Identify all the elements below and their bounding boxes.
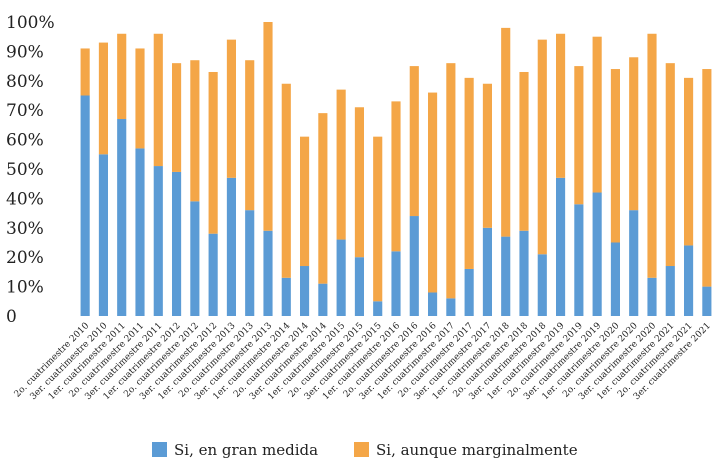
bar-segment-gran-medida — [117, 119, 127, 317]
bar-segment-gran-medida — [464, 268, 474, 316]
bar-segment-gran-medida — [501, 236, 511, 316]
bar-segment-marginalmente — [318, 113, 328, 284]
bar-segment-marginalmente — [208, 71, 218, 234]
bar-segment-marginalmente — [172, 63, 182, 172]
bar-segment-gran-medida — [519, 230, 529, 316]
bar-segment-gran-medida — [446, 298, 456, 316]
bar-segment-marginalmente — [574, 66, 584, 205]
legend-label-marginalmente: Si, aunque marginalmente — [376, 441, 578, 459]
axis-layer: 0 10% 20% 30% 40% 50% 60% 70% 80% 90% 100% — [6, 13, 55, 327]
bar-segment-marginalmente — [336, 89, 346, 240]
bar-segment-marginalmente — [647, 33, 657, 278]
bar-segment-marginalmente — [428, 92, 438, 293]
y-tick-label: 100% — [6, 13, 55, 33]
bar-segment-marginalmente — [684, 77, 694, 246]
y-tick-label: 40% — [6, 189, 44, 209]
bar-segment-gran-medida — [373, 301, 383, 316]
bar-segment-gran-medida — [135, 148, 145, 316]
y-tick-label: 50% — [6, 160, 44, 180]
legend: Si, en gran medida Si, aunque marginalme… — [152, 441, 578, 459]
bar-segment-gran-medida — [354, 257, 364, 316]
bar-segment-gran-medida — [80, 95, 90, 316]
legend-label-gran-medida: Si, en gran medida — [174, 441, 318, 459]
y-tick-label: 90% — [6, 42, 44, 62]
bar-segment-marginalmente — [226, 39, 236, 178]
bar-segment-marginalmente — [263, 22, 273, 231]
bar-segment-gran-medida — [172, 171, 182, 316]
bar-segment-gran-medida — [629, 210, 639, 316]
bar-segment-marginalmente — [610, 69, 620, 243]
y-tick-label: 30% — [6, 219, 44, 239]
bar-segment-gran-medida — [208, 233, 218, 316]
bar-segment-gran-medida — [336, 239, 346, 316]
bar-segment-marginalmente — [354, 107, 364, 258]
y-tick-label: 60% — [6, 131, 44, 151]
bar-segment-gran-medida — [665, 266, 675, 316]
bar-segment-gran-medida — [537, 254, 547, 316]
bar-segment-gran-medida — [263, 230, 273, 316]
bar-segment-gran-medida — [409, 216, 419, 316]
bar-segment-gran-medida — [556, 177, 566, 316]
bar-segment-marginalmente — [501, 27, 511, 237]
bar-segment-gran-medida — [281, 277, 291, 316]
bar-segment-marginalmente — [409, 66, 419, 217]
bar-segment-marginalmente — [556, 33, 566, 178]
bar-segment-gran-medida — [300, 266, 310, 316]
bar-segment-marginalmente — [665, 63, 675, 267]
bar-segment-marginalmente — [592, 36, 602, 193]
bar-segment-marginalmente — [446, 63, 456, 299]
bar-segment-gran-medida — [391, 251, 401, 316]
bar-segment-marginalmente — [519, 71, 529, 231]
bar-segment-gran-medida — [592, 192, 602, 316]
bar-segment-gran-medida — [318, 283, 328, 316]
bar-segment-gran-medida — [647, 277, 657, 316]
bar-segment-marginalmente — [629, 57, 639, 211]
bar-segment-marginalmente — [190, 60, 200, 202]
bar-segment-marginalmente — [373, 136, 383, 302]
bar-segment-gran-medida — [482, 227, 492, 316]
bar-segment-gran-medida — [428, 292, 438, 316]
legend-swatch-marginalmente — [354, 442, 369, 457]
bar-segment-gran-medida — [245, 210, 255, 316]
bar-layer — [80, 22, 712, 317]
legend-swatch-gran-medida — [152, 442, 167, 457]
bar-segment-marginalmente — [80, 48, 90, 96]
bar-segment-gran-medida — [98, 154, 108, 316]
bar-segment-marginalmente — [153, 33, 163, 167]
y-tick-label: 20% — [6, 248, 44, 268]
bar-segment-gran-medida — [610, 242, 620, 316]
bar-segment-marginalmente — [245, 60, 255, 211]
y-tick-label: 80% — [6, 72, 44, 92]
bar-segment-marginalmente — [135, 48, 145, 149]
bar-segment-marginalmente — [464, 77, 474, 269]
bar-segment-marginalmente — [98, 42, 108, 155]
bar-segment-marginalmente — [482, 83, 492, 228]
bar-segment-marginalmente — [281, 83, 291, 278]
y-tick-label: 10% — [6, 278, 44, 298]
bar-segment-gran-medida — [226, 177, 236, 316]
bar-segment-marginalmente — [537, 39, 547, 255]
y-tick-label: 0 — [6, 307, 17, 327]
bar-segment-gran-medida — [153, 166, 163, 316]
bar-segment-marginalmente — [702, 69, 712, 287]
bar-segment-gran-medida — [702, 286, 712, 316]
bar-segment-marginalmente — [300, 136, 310, 267]
y-tick-label: 70% — [6, 101, 44, 121]
bar-segment-gran-medida — [190, 201, 200, 316]
bar-segment-gran-medida — [574, 204, 584, 316]
bar-segment-marginalmente — [391, 101, 401, 252]
bar-segment-gran-medida — [684, 245, 694, 316]
bar-segment-marginalmente — [117, 33, 127, 120]
